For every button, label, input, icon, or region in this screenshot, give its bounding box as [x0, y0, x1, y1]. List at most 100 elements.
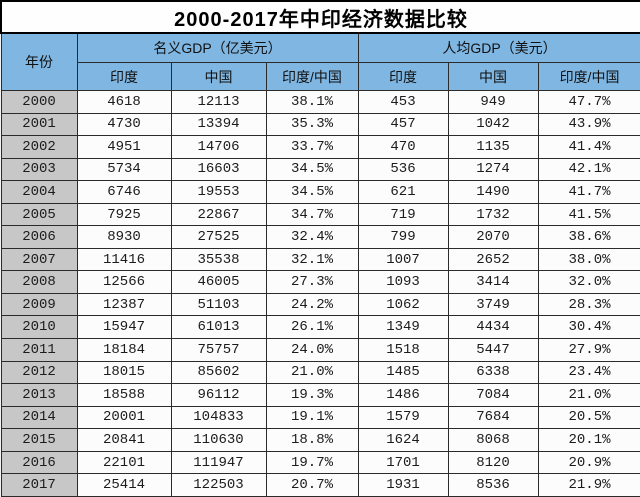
gdp-ratio-cell: 35.3%: [265, 112, 359, 137]
year-cell: 2009: [0, 292, 78, 317]
gdp-china-cell: 104833: [170, 405, 267, 430]
gdp-india-cell: 11416: [76, 247, 172, 272]
year-cell: 2016: [0, 450, 78, 475]
gdp-ratio-cell: 34.7%: [265, 202, 359, 227]
year-cell: 2004: [0, 180, 78, 204]
pc-ratio-cell: 47.7%: [537, 90, 640, 114]
table-row: 2009 12387 51103 24.2% 1062 3749 28.3%: [0, 292, 640, 317]
gdp-china-cell: 110630: [170, 428, 267, 452]
gdp-china-cell: 22867: [170, 202, 267, 227]
pc-india-cell: 1485: [357, 360, 449, 385]
year-cell: 2012: [0, 360, 78, 385]
pc-india-cell: 457: [357, 112, 449, 137]
table-row: 2010 15947 61013 26.1% 1349 4434 30.4%: [0, 315, 640, 340]
pc-india-header: 印度: [357, 62, 449, 91]
pc-china-header: 中国: [447, 62, 539, 91]
pc-ratio-cell: 43.9%: [537, 112, 640, 137]
gdp-ratio-cell: 18.8%: [265, 428, 359, 452]
pc-ratio-cell: 41.5%: [537, 202, 640, 227]
pc-india-cell: 621: [357, 180, 449, 204]
pc-india-cell: 799: [357, 225, 449, 249]
gdp-india-cell: 8930: [76, 225, 172, 249]
gdp-ratio-cell: 32.1%: [265, 247, 359, 272]
year-cell: 2001: [0, 112, 78, 137]
gdp-india-cell: 18184: [76, 338, 172, 362]
gdp-ratio-cell: 34.5%: [265, 157, 359, 182]
table-row: 2005 7925 22867 34.7% 719 1732 41.5%: [0, 202, 640, 227]
gdp-india-cell: 7925: [76, 202, 172, 227]
pc-india-cell: 1931: [357, 473, 449, 497]
gdp-china-cell: 111947: [170, 450, 267, 475]
table-row: 2000 4618 12113 38.1% 453 949 47.7%: [0, 90, 640, 114]
gdp-ratio-cell: 33.7%: [265, 135, 359, 159]
pc-ratio-cell: 32.0%: [537, 270, 640, 294]
pc-india-cell: 453: [357, 90, 449, 114]
table-row: 2007 11416 35538 32.1% 1007 2652 38.0%: [0, 247, 640, 272]
gdp-china-header: 中国: [170, 62, 267, 91]
page-title: 2000-2017年中印经济数据比较: [0, 0, 640, 34]
gdp-india-cell: 6746: [76, 180, 172, 204]
gdp-india-cell: 5734: [76, 157, 172, 182]
pc-ratio-cell: 41.4%: [537, 135, 640, 159]
pc-ratio-cell: 28.3%: [537, 292, 640, 317]
gdp-china-cell: 27525: [170, 225, 267, 249]
year-cell: 2007: [0, 247, 78, 272]
gdp-ratio-cell: 19.3%: [265, 383, 359, 407]
gdp-india-cell: 4618: [76, 90, 172, 114]
gdp-india-cell: 25414: [76, 473, 172, 497]
gdp-china-cell: 122503: [170, 473, 267, 497]
gdp-china-cell: 85602: [170, 360, 267, 385]
pc-india-cell: 1093: [357, 270, 449, 294]
pc-india-cell: 1701: [357, 450, 449, 475]
gdp-ratio-cell: 19.1%: [265, 405, 359, 430]
gdp-china-cell: 61013: [170, 315, 267, 340]
gdp-india-cell: 20001: [76, 405, 172, 430]
gdp-ratio-header: 印度/中国: [265, 62, 359, 91]
pc-india-cell: 536: [357, 157, 449, 182]
table-row: 2003 5734 16603 34.5% 536 1274 42.1%: [0, 157, 640, 182]
pc-china-cell: 1042: [447, 112, 539, 137]
pc-ratio-cell: 38.6%: [537, 225, 640, 249]
pc-india-cell: 1349: [357, 315, 449, 340]
table-row: 2002 4951 14706 33.7% 470 1135 41.4%: [0, 135, 640, 159]
gdp-china-cell: 16603: [170, 157, 267, 182]
pc-china-cell: 8536: [447, 473, 539, 497]
gdp-ratio-cell: 24.0%: [265, 338, 359, 362]
year-cell: 2013: [0, 383, 78, 407]
year-column-header: 年份: [0, 32, 78, 91]
gdp-china-cell: 51103: [170, 292, 267, 317]
table-row: 2004 6746 19553 34.5% 621 1490 41.7%: [0, 180, 640, 204]
pc-china-cell: 7684: [447, 405, 539, 430]
pc-india-cell: 1624: [357, 428, 449, 452]
pc-ratio-cell: 20.1%: [537, 428, 640, 452]
table-row: 2013 18588 96112 19.3% 1486 7084 21.0%: [0, 383, 640, 407]
pc-china-cell: 6338: [447, 360, 539, 385]
pc-china-cell: 1732: [447, 202, 539, 227]
per-capita-gdp-group-header: 人均GDP（美元）: [357, 32, 640, 63]
year-cell: 2015: [0, 428, 78, 452]
pc-china-cell: 8120: [447, 450, 539, 475]
gdp-india-cell: 18015: [76, 360, 172, 385]
pc-china-cell: 1490: [447, 180, 539, 204]
pc-india-cell: 1007: [357, 247, 449, 272]
pc-china-cell: 5447: [447, 338, 539, 362]
pc-india-cell: 1518: [357, 338, 449, 362]
table-row: 2001 4730 13394 35.3% 457 1042 43.9%: [0, 112, 640, 137]
gdp-india-header: 印度: [76, 62, 172, 91]
gdp-india-cell: 12566: [76, 270, 172, 294]
table-row: 2017 25414 122503 20.7% 1931 8536 21.9%: [0, 473, 640, 497]
gdp-ratio-cell: 38.1%: [265, 90, 359, 114]
pc-india-cell: 719: [357, 202, 449, 227]
table-body: 2000 4618 12113 38.1% 453 949 47.7% 2001…: [0, 90, 640, 497]
year-cell: 2003: [0, 157, 78, 182]
year-cell: 2002: [0, 135, 78, 159]
pc-ratio-cell: 20.9%: [537, 450, 640, 475]
year-cell: 2010: [0, 315, 78, 340]
year-cell: 2006: [0, 225, 78, 249]
pc-china-cell: 7084: [447, 383, 539, 407]
nominal-gdp-group-header: 名义GDP（亿美元）: [76, 32, 359, 63]
gdp-ratio-cell: 20.7%: [265, 473, 359, 497]
year-cell: 2011: [0, 338, 78, 362]
table-row: 2006 8930 27525 32.4% 799 2070 38.6%: [0, 225, 640, 249]
